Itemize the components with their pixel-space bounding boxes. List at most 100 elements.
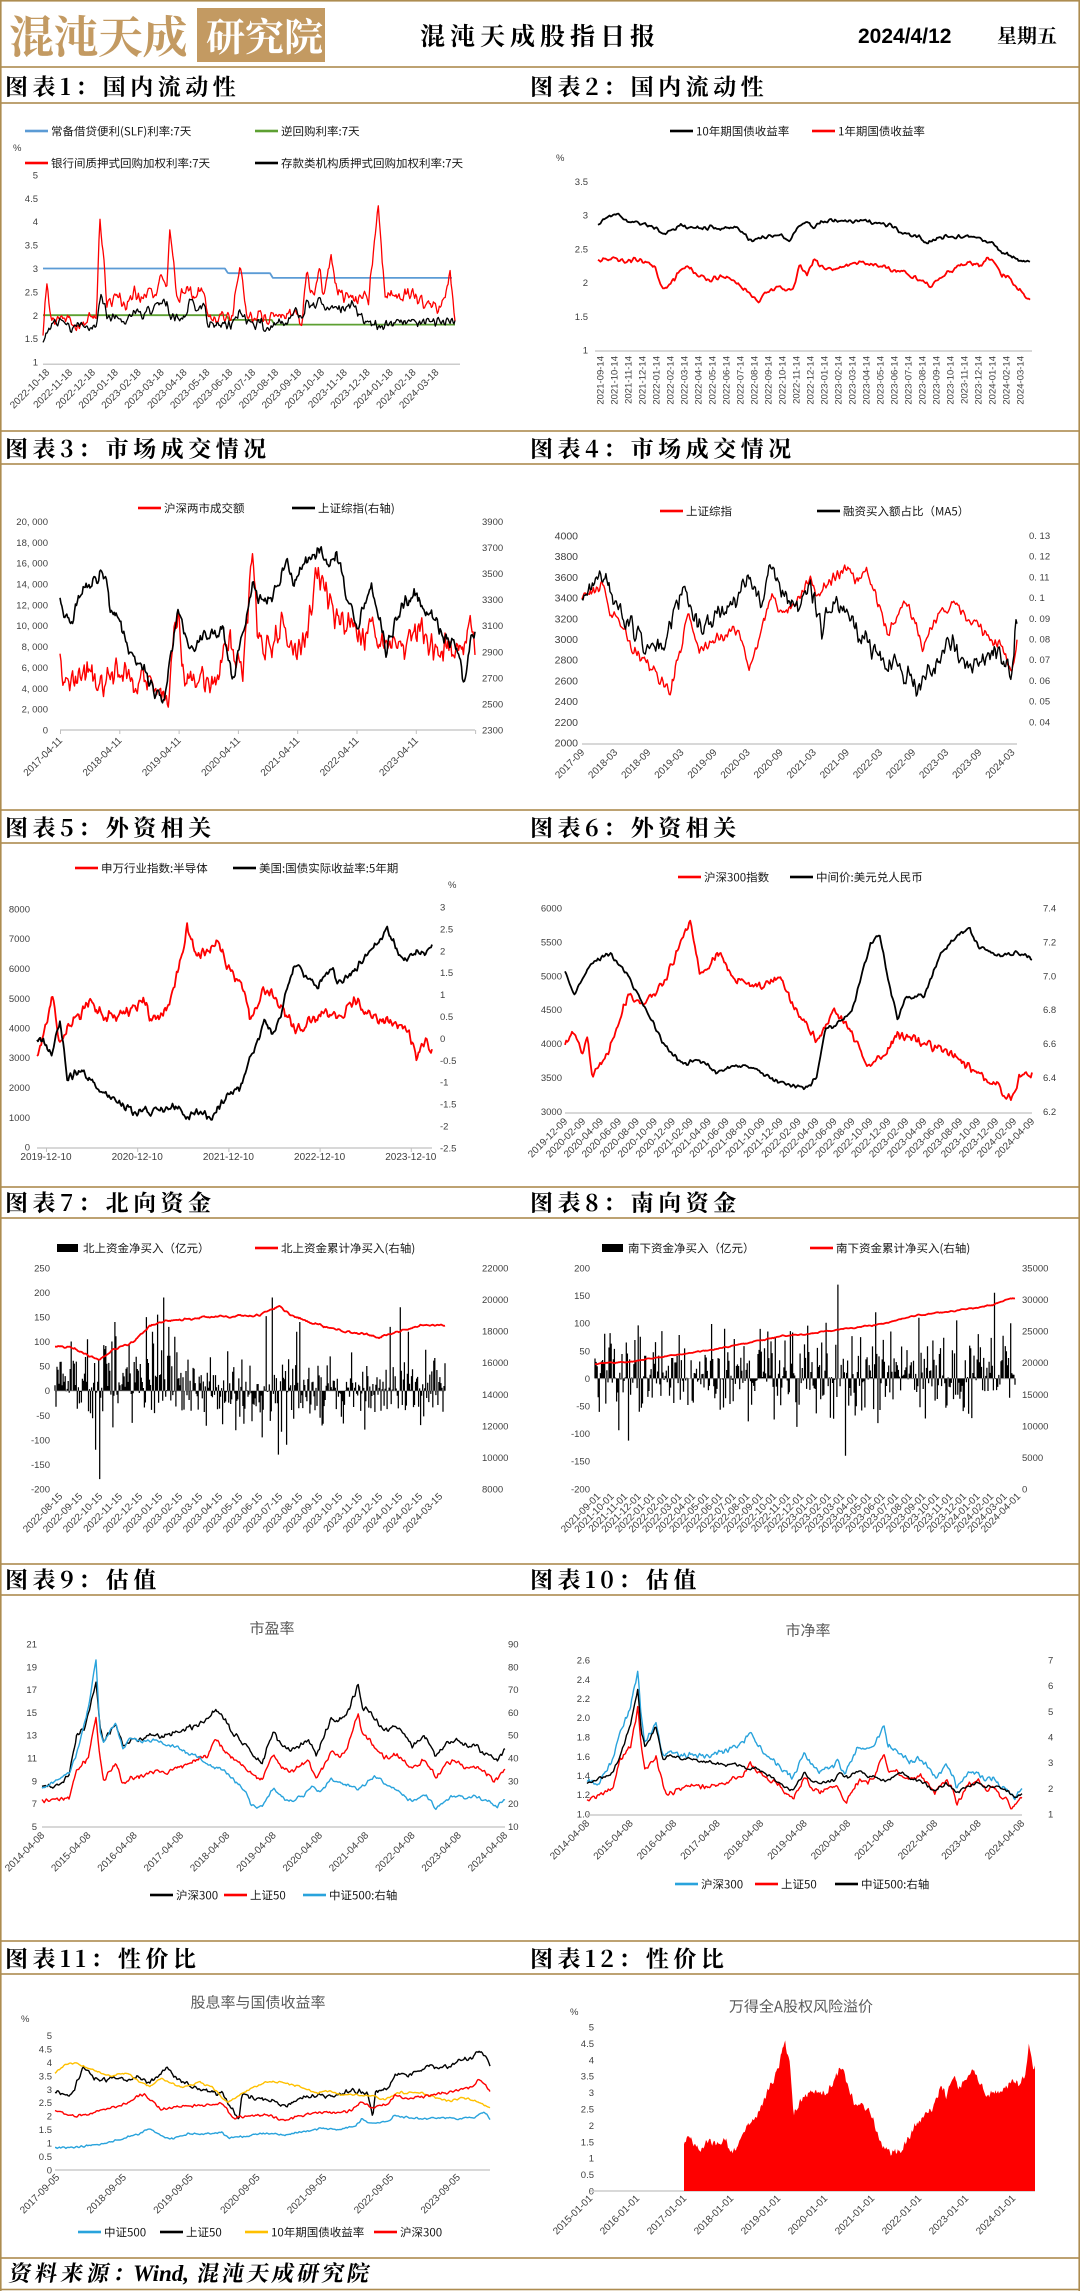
svg-text:3: 3 bbox=[33, 264, 38, 275]
svg-text:35000: 35000 bbox=[1022, 1264, 1048, 1275]
svg-text:2022-09-14: 2022-09-14 bbox=[764, 356, 775, 405]
svg-text:0. 09: 0. 09 bbox=[1029, 614, 1050, 625]
svg-text:4: 4 bbox=[47, 2058, 52, 2069]
svg-text:11: 11 bbox=[27, 1754, 37, 1765]
svg-text:3100: 3100 bbox=[482, 621, 503, 632]
svg-text:2.5: 2.5 bbox=[25, 287, 38, 298]
svg-text:4: 4 bbox=[33, 217, 38, 228]
svg-text:-2.5: -2.5 bbox=[440, 1143, 456, 1154]
svg-text:0.5: 0.5 bbox=[581, 2170, 594, 2181]
svg-text:1.8: 1.8 bbox=[577, 1733, 590, 1744]
svg-text:2023-09-14: 2023-09-14 bbox=[932, 356, 943, 405]
svg-text:2023-10-14: 2023-10-14 bbox=[946, 356, 957, 405]
svg-text:14, 000: 14, 000 bbox=[16, 580, 48, 591]
svg-text:18, 000: 18, 000 bbox=[16, 538, 48, 549]
svg-text:2024-02-14: 2024-02-14 bbox=[1002, 356, 1013, 405]
svg-text:4500: 4500 bbox=[541, 1005, 562, 1016]
svg-text:150: 150 bbox=[34, 1313, 50, 1324]
svg-text:2023-12-10: 2023-12-10 bbox=[385, 1152, 437, 1163]
svg-text:-0.5: -0.5 bbox=[440, 1056, 456, 1067]
svg-text:2023-05-14: 2023-05-14 bbox=[876, 356, 887, 405]
svg-text:0: 0 bbox=[47, 2166, 52, 2177]
svg-text:3900: 3900 bbox=[482, 517, 503, 528]
svg-text:5: 5 bbox=[589, 2023, 594, 2034]
svg-text:3.5: 3.5 bbox=[39, 2071, 52, 2082]
svg-text:0. 05: 0. 05 bbox=[1029, 697, 1050, 708]
svg-text:2021-09-14: 2021-09-14 bbox=[596, 356, 607, 405]
svg-text:0. 06: 0. 06 bbox=[1029, 676, 1050, 687]
svg-text:2022-06-14: 2022-06-14 bbox=[722, 356, 733, 405]
svg-text:2023-01-14: 2023-01-14 bbox=[820, 356, 831, 405]
svg-text:12, 000: 12, 000 bbox=[16, 600, 48, 611]
svg-text:3600: 3600 bbox=[555, 572, 579, 584]
svg-text:16000: 16000 bbox=[482, 1358, 508, 1369]
svg-text:6.8: 6.8 bbox=[1043, 1005, 1056, 1016]
svg-text:-150: -150 bbox=[31, 1460, 50, 1471]
svg-text:2022-11-14: 2022-11-14 bbox=[792, 356, 803, 404]
svg-text:25000: 25000 bbox=[1022, 1327, 1048, 1338]
svg-text:8000: 8000 bbox=[9, 905, 30, 916]
svg-text:50: 50 bbox=[508, 1731, 519, 1742]
svg-text:2023-03-14: 2023-03-14 bbox=[848, 356, 859, 405]
svg-text:3700: 3700 bbox=[482, 543, 503, 554]
svg-text:19: 19 bbox=[26, 1662, 37, 1673]
svg-text:5500: 5500 bbox=[541, 937, 562, 948]
svg-text:5000: 5000 bbox=[9, 994, 30, 1005]
svg-text:0. 04: 0. 04 bbox=[1029, 717, 1050, 728]
svg-text:4, 000: 4, 000 bbox=[22, 684, 48, 695]
svg-text:-100: -100 bbox=[31, 1435, 50, 1446]
svg-text:7.4: 7.4 bbox=[1043, 904, 1056, 915]
svg-text:0: 0 bbox=[585, 1374, 590, 1385]
svg-text:2023-08-14: 2023-08-14 bbox=[918, 356, 929, 405]
svg-text:0. 13: 0. 13 bbox=[1029, 531, 1050, 542]
svg-text:0: 0 bbox=[45, 1386, 50, 1397]
svg-text:2022-05-14: 2022-05-14 bbox=[708, 356, 719, 405]
svg-text:30: 30 bbox=[508, 1776, 519, 1787]
svg-text:-50: -50 bbox=[576, 1402, 590, 1413]
svg-text:2600: 2600 bbox=[555, 675, 579, 687]
svg-text:1.5: 1.5 bbox=[581, 2137, 594, 2148]
svg-text:9: 9 bbox=[32, 1776, 37, 1787]
svg-text:3000: 3000 bbox=[541, 1107, 562, 1118]
svg-text:5000: 5000 bbox=[1022, 1453, 1043, 1464]
svg-text:2.5: 2.5 bbox=[575, 244, 588, 255]
svg-text:2022-02-14: 2022-02-14 bbox=[666, 356, 677, 405]
svg-text:1: 1 bbox=[47, 2139, 52, 2150]
svg-text:4.5: 4.5 bbox=[39, 2044, 52, 2055]
svg-text:3300: 3300 bbox=[482, 595, 503, 606]
svg-text:3500: 3500 bbox=[541, 1073, 562, 1084]
svg-text:70: 70 bbox=[508, 1685, 519, 1696]
svg-text:0: 0 bbox=[440, 1034, 445, 1045]
svg-text:7: 7 bbox=[32, 1799, 37, 1810]
svg-text:7.2: 7.2 bbox=[1043, 937, 1056, 948]
svg-text:2023-04-14: 2023-04-14 bbox=[862, 356, 873, 405]
svg-text:1.5: 1.5 bbox=[575, 312, 588, 323]
svg-text:2: 2 bbox=[440, 946, 445, 957]
svg-text:2, 000: 2, 000 bbox=[22, 705, 48, 716]
svg-text:2: 2 bbox=[589, 2121, 594, 2132]
svg-text:2019-12-10: 2019-12-10 bbox=[20, 1152, 72, 1163]
svg-text:3400: 3400 bbox=[555, 593, 579, 605]
svg-text:%: % bbox=[448, 880, 457, 891]
svg-text:3.5: 3.5 bbox=[25, 241, 38, 252]
svg-text:40: 40 bbox=[508, 1754, 519, 1765]
svg-text:3200: 3200 bbox=[555, 613, 579, 625]
svg-text:2021-12-10: 2021-12-10 bbox=[203, 1152, 255, 1163]
svg-text:-150: -150 bbox=[571, 1457, 590, 1468]
svg-text:2022-01-14: 2022-01-14 bbox=[652, 356, 663, 405]
svg-text:-200: -200 bbox=[31, 1485, 50, 1496]
svg-text:18000: 18000 bbox=[482, 1327, 508, 1338]
svg-text:%: % bbox=[556, 153, 565, 164]
svg-text:4: 4 bbox=[589, 2055, 594, 2066]
svg-text:10000: 10000 bbox=[482, 1453, 508, 1464]
svg-text:6.6: 6.6 bbox=[1043, 1039, 1056, 1050]
svg-text:%: % bbox=[21, 2014, 30, 2025]
svg-text:2500: 2500 bbox=[482, 699, 503, 710]
svg-text:1: 1 bbox=[583, 346, 588, 357]
svg-text:21: 21 bbox=[26, 1640, 37, 1651]
svg-text:2: 2 bbox=[1048, 1784, 1053, 1795]
svg-text:1000: 1000 bbox=[9, 1113, 30, 1124]
svg-text:2024-03-14: 2024-03-14 bbox=[1016, 356, 1027, 405]
svg-text:30000: 30000 bbox=[1022, 1295, 1048, 1306]
svg-text:2700: 2700 bbox=[482, 673, 503, 684]
